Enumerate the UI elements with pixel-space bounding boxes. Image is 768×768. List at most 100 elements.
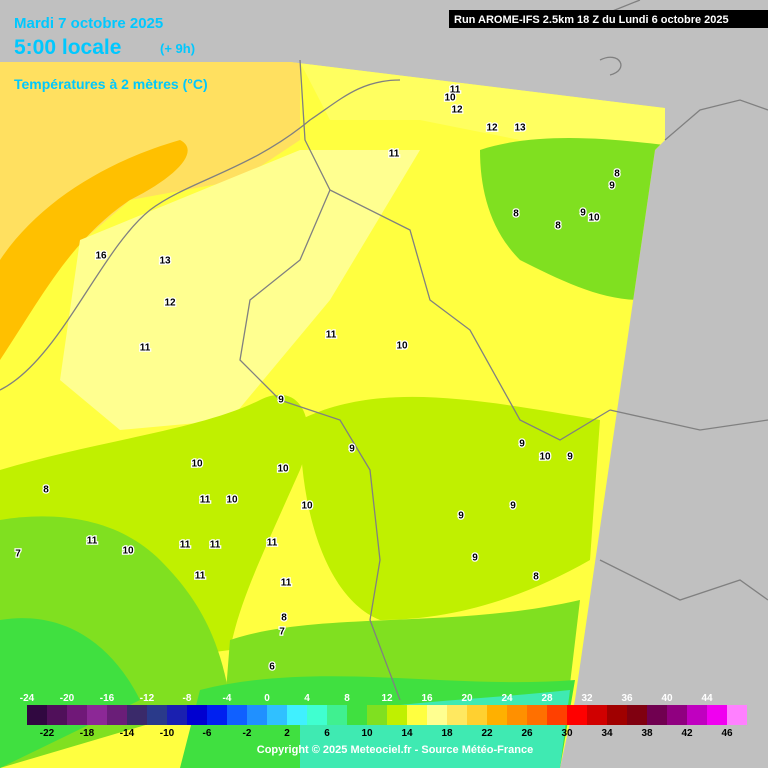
contour-label: 11 bbox=[195, 571, 206, 582]
scale-swatch bbox=[127, 705, 147, 725]
contour-label: 9 bbox=[609, 181, 615, 192]
scale-label-bottom: -22 bbox=[40, 728, 55, 739]
scale-swatch bbox=[247, 705, 267, 725]
contour-label: 11 bbox=[389, 149, 400, 160]
contour-label: 9 bbox=[580, 208, 586, 219]
scale-label-top: 28 bbox=[541, 693, 553, 704]
scale-label-top: 8 bbox=[344, 693, 350, 704]
scale-swatch bbox=[687, 705, 707, 725]
contour-label: 13 bbox=[159, 256, 171, 267]
scale-label-bottom: 26 bbox=[521, 728, 533, 739]
contour-label: 8 bbox=[533, 572, 539, 583]
parameter: Températures à 2 mètres (°C) bbox=[14, 76, 208, 92]
contour-label: 12 bbox=[451, 105, 463, 116]
contour-label: 8 bbox=[614, 169, 620, 180]
scale-label-bottom: 6 bbox=[324, 728, 330, 739]
scale-swatch bbox=[507, 705, 527, 725]
scale-label-top: -20 bbox=[60, 693, 75, 704]
scale-label-bottom: 22 bbox=[481, 728, 493, 739]
scale-swatch bbox=[407, 705, 427, 725]
contour-label: 11 bbox=[281, 578, 292, 589]
contour-label: 10 bbox=[191, 459, 203, 470]
copyright: Copyright © 2025 Meteociel.fr - Source M… bbox=[257, 744, 533, 756]
contour-label: 11 bbox=[200, 495, 211, 506]
scale-swatch bbox=[627, 705, 647, 725]
contour-label: 8 bbox=[43, 485, 49, 496]
scale-label-bottom: -14 bbox=[120, 728, 135, 739]
scale-label-top: -12 bbox=[140, 693, 155, 704]
scale-swatch bbox=[647, 705, 667, 725]
scale-label-top: 32 bbox=[581, 693, 593, 704]
contour-label: 9 bbox=[567, 452, 573, 463]
scale-swatch bbox=[567, 705, 587, 725]
contour-label: 8 bbox=[513, 209, 519, 220]
contour-label: 7 bbox=[279, 627, 285, 638]
contour-label: 9 bbox=[349, 444, 355, 455]
scale-swatch bbox=[87, 705, 107, 725]
scale-label-bottom: 18 bbox=[441, 728, 453, 739]
scale-swatch bbox=[267, 705, 287, 725]
scale-label-bottom: 46 bbox=[721, 728, 733, 739]
scale-label-bottom: 30 bbox=[561, 728, 573, 739]
scale-swatch bbox=[287, 705, 307, 725]
scale-label-bottom: 14 bbox=[401, 728, 413, 739]
run-box bbox=[449, 10, 768, 28]
scale-swatch bbox=[487, 705, 507, 725]
contour-label: 11 bbox=[210, 540, 221, 551]
scale-swatch bbox=[187, 705, 207, 725]
scale-label-bottom: -6 bbox=[203, 728, 212, 739]
scale-label-bottom: 10 bbox=[361, 728, 373, 739]
scale-swatch bbox=[307, 705, 327, 725]
scale-label-top: 12 bbox=[381, 693, 393, 704]
contour-label: 10 bbox=[444, 93, 456, 104]
scale-swatch bbox=[147, 705, 167, 725]
scale-swatch bbox=[167, 705, 187, 725]
contour-label: 8 bbox=[281, 613, 287, 624]
scale-label-top: -8 bbox=[183, 693, 192, 704]
contour-label: 10 bbox=[301, 501, 313, 512]
contour-label: 11 bbox=[267, 538, 278, 549]
borders bbox=[0, 0, 768, 701]
scale-swatch bbox=[327, 705, 347, 725]
contour-label: 9 bbox=[519, 439, 525, 450]
contour-label: 12 bbox=[486, 123, 498, 134]
scale-swatch bbox=[367, 705, 387, 725]
contour-label: 12 bbox=[164, 298, 176, 309]
contour-label: 10 bbox=[588, 213, 600, 224]
scale-label-bottom: 38 bbox=[641, 728, 653, 739]
run-info: Run AROME-IFS 2.5km 18 Z du Lundi 6 octo… bbox=[454, 14, 729, 26]
scale-label-top: -4 bbox=[223, 693, 232, 704]
scale-swatch bbox=[527, 705, 547, 725]
time: 5:00 locale bbox=[14, 36, 121, 59]
scale-swatch bbox=[107, 705, 127, 725]
scale-label-top: 24 bbox=[501, 693, 513, 704]
scale-label-top: -16 bbox=[100, 693, 115, 704]
scale-swatch bbox=[67, 705, 87, 725]
contour-label: 10 bbox=[122, 546, 134, 557]
contour-label: 16 bbox=[95, 251, 107, 262]
scale-label-top: 40 bbox=[661, 693, 673, 704]
scale-swatch bbox=[727, 705, 747, 725]
scale-label-bottom: 42 bbox=[681, 728, 693, 739]
contour-label: 7 bbox=[15, 549, 21, 560]
scale-label-top: 36 bbox=[621, 693, 633, 704]
contour-label: 11 bbox=[140, 343, 151, 354]
scale-swatch bbox=[227, 705, 247, 725]
contour-label: 13 bbox=[514, 123, 526, 134]
scale-swatch bbox=[667, 705, 687, 725]
scale-swatch bbox=[467, 705, 487, 725]
scale-label-bottom: -18 bbox=[80, 728, 95, 739]
contour-label: 10 bbox=[277, 464, 289, 475]
scale-swatch bbox=[547, 705, 567, 725]
contour-label: 10 bbox=[396, 341, 408, 352]
lead-time: (+ 9h) bbox=[160, 41, 195, 56]
scale-label-bottom: -2 bbox=[243, 728, 252, 739]
scale-swatch bbox=[27, 705, 47, 725]
contour-label: 9 bbox=[278, 395, 284, 406]
scale-label-top: 0 bbox=[264, 693, 270, 704]
scale-swatch bbox=[587, 705, 607, 725]
scale-label-bottom: -10 bbox=[160, 728, 175, 739]
contour-label: 11 bbox=[87, 536, 98, 547]
contour-label: 11 bbox=[326, 330, 337, 341]
